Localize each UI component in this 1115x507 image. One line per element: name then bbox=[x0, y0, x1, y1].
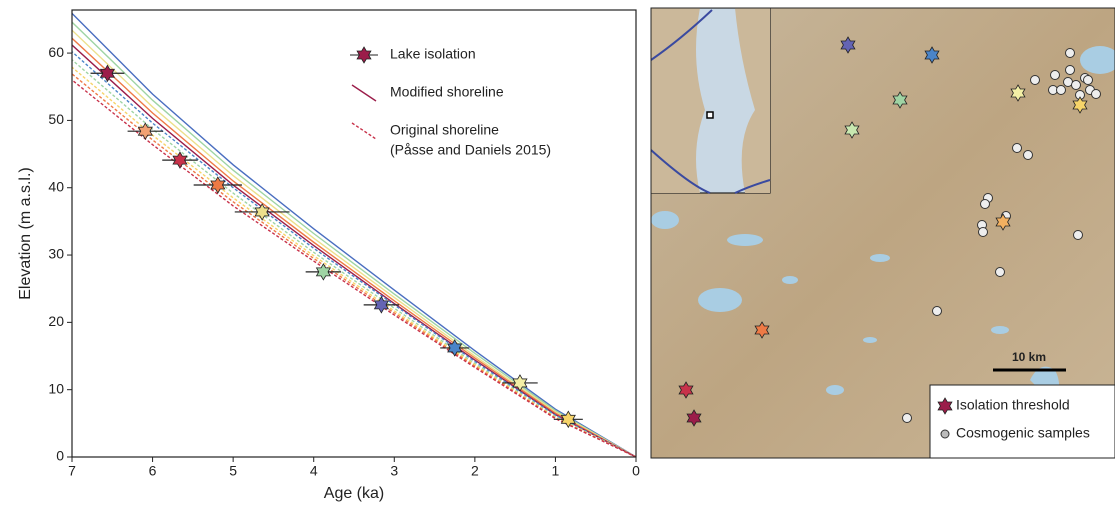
y-tick-label: 40 bbox=[48, 178, 64, 194]
y-tick-label: 10 bbox=[48, 380, 64, 396]
shoreline bbox=[72, 59, 636, 457]
x-tick-label: 4 bbox=[310, 463, 318, 479]
shoreline bbox=[72, 66, 636, 457]
scale-label: 10 km bbox=[1012, 350, 1046, 364]
shoreline bbox=[72, 79, 636, 457]
map-panel: 10 km Isolation threshold Cosmogenic sam… bbox=[651, 8, 1115, 458]
y-tick-label: 0 bbox=[56, 448, 64, 464]
shoreline bbox=[72, 44, 636, 457]
x-tick-label: 6 bbox=[149, 463, 157, 479]
star-marker bbox=[356, 46, 372, 64]
x-tick-label: 3 bbox=[390, 463, 398, 479]
legend-note: (Påsse and Daniels 2015) bbox=[390, 142, 551, 158]
x-tick-label: 7 bbox=[68, 463, 76, 479]
legend-text: Lake isolation bbox=[390, 46, 476, 62]
plot-frame bbox=[71, 9, 637, 458]
legend-circle bbox=[940, 429, 950, 439]
x-tick-label: 5 bbox=[229, 463, 237, 479]
sample-points bbox=[902, 48, 1101, 423]
shoreline bbox=[72, 37, 636, 457]
shoreline bbox=[72, 51, 636, 457]
legend-line bbox=[351, 122, 377, 140]
shorelines bbox=[72, 12, 636, 457]
map-frame bbox=[650, 7, 1115, 459]
shoreline bbox=[72, 21, 636, 457]
star-marker bbox=[172, 151, 188, 169]
inset-map bbox=[651, 8, 771, 194]
y-tick-label: 20 bbox=[48, 313, 64, 329]
legend-text: Original shoreline bbox=[390, 122, 499, 138]
x-tick-label: 0 bbox=[632, 463, 640, 479]
shoreline bbox=[72, 29, 636, 457]
x-axis-title: Age (ka) bbox=[324, 485, 384, 502]
legend-text: Cosmogenic samples bbox=[956, 425, 1090, 441]
legend-text: Modified shoreline bbox=[390, 84, 504, 100]
legend-line bbox=[351, 84, 377, 102]
x-tick-label: 2 bbox=[471, 463, 479, 479]
legend-text: Isolation threshold bbox=[956, 397, 1070, 413]
y-axis-title: Elevation (m a.s.l.) bbox=[17, 167, 34, 299]
y-tick-label: 30 bbox=[48, 246, 64, 262]
map-legend bbox=[929, 384, 1115, 458]
y-tick-label: 50 bbox=[48, 111, 64, 127]
y-tick-label: 60 bbox=[48, 44, 64, 60]
x-tick-label: 1 bbox=[552, 463, 560, 479]
shoreline bbox=[72, 12, 636, 457]
